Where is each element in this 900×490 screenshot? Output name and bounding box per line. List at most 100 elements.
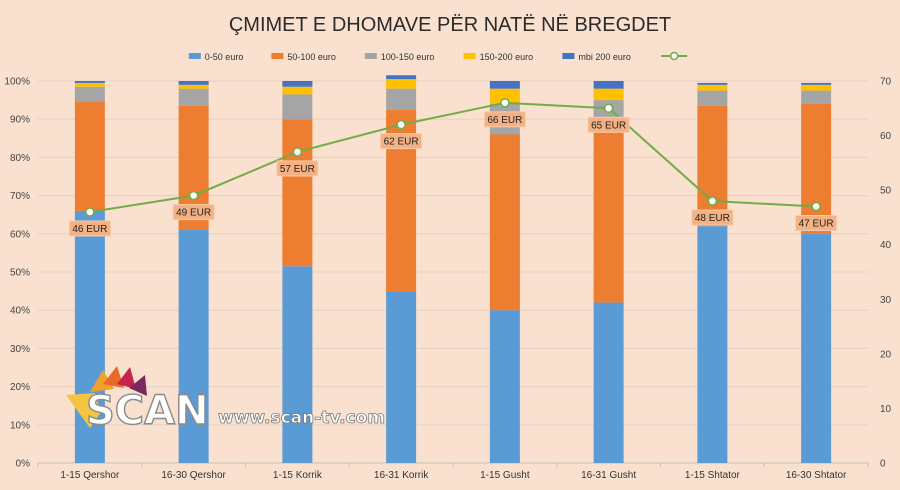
y-right-tick-label: 20 xyxy=(880,349,892,360)
x-tick-label: 16-31 Korrik xyxy=(374,470,429,481)
y-right-tick-label: 10 xyxy=(880,404,892,415)
bar-segment-mbi-200-euro xyxy=(386,75,417,80)
gridlines xyxy=(38,80,868,464)
price-label-box xyxy=(691,209,734,226)
price-line-point xyxy=(188,190,199,201)
bar-segment-100-150-euro xyxy=(801,90,832,104)
bar-segment-150-200-euro xyxy=(801,84,832,91)
axes: 0% 10% 20% 30% 40% 50% 60% 70% 80% 90% 100% 0 10 20 30… xyxy=(4,77,891,482)
bar-segment-150-200-euro xyxy=(282,86,313,95)
legend-label: 150-200 euro xyxy=(480,52,534,62)
price-line-point xyxy=(603,103,614,114)
price-label: 66 EUR xyxy=(487,115,522,126)
y-left-tick-label: 90% xyxy=(10,115,30,126)
bar-segment-100-150-euro xyxy=(74,86,105,103)
y-left-tick-label: 60% xyxy=(10,229,30,240)
price-line-point xyxy=(396,119,406,130)
y-left-tick-label: 100% xyxy=(4,77,30,88)
y-left-tick-label: 40% xyxy=(10,306,30,317)
y-left-tick-label: 10% xyxy=(10,420,30,431)
y-right-tick-label: 50 xyxy=(880,186,892,197)
legend-label: 50-100 euro xyxy=(287,52,336,62)
bar-segment-mbi-200-euro xyxy=(697,82,728,85)
x-tick-label: 16-31 Gusht xyxy=(581,470,636,481)
x-tick-label: 16-30 Shtator xyxy=(786,470,847,481)
y-left-tick-label: 0% xyxy=(16,459,31,470)
bar-segment-0-50-euro xyxy=(386,291,417,463)
price-label: 57 EUR xyxy=(280,164,315,175)
y-left-tick-label: 50% xyxy=(10,268,30,279)
price-label-box xyxy=(172,204,215,221)
legend-label: mbi 200 euro xyxy=(578,52,631,62)
y-right-tick-label: 0 xyxy=(880,459,886,470)
price-line-point xyxy=(707,196,718,206)
bar-segment-mbi-200-euro xyxy=(801,82,832,85)
x-tick-label: 16-30 Qershor xyxy=(161,470,226,481)
legend-label: 0-50 euro xyxy=(205,52,244,62)
legend-swatch xyxy=(562,53,575,59)
y-right-tick-label: 60 xyxy=(880,131,892,142)
bar-segment-mbi-200-euro xyxy=(489,81,520,89)
bar-segment-0-50-euro xyxy=(178,229,209,463)
price-line-point xyxy=(292,147,303,157)
bar-segment-100-150-euro xyxy=(178,88,209,106)
price-label: 47 EUR xyxy=(799,219,834,230)
bar-segment-mbi-200-euro xyxy=(593,81,624,89)
legend-swatch xyxy=(188,53,201,59)
y-left-tick-label: 70% xyxy=(10,191,30,202)
bar-segment-150-200-euro xyxy=(489,88,520,104)
bar-segment-0-50-euro xyxy=(697,226,728,463)
price-line: 46 EUR 49 EUR 57 EUR 62 EUR 66 EUR 65 EUR 48 E… xyxy=(68,98,838,237)
bar-segment-mbi-200-euro xyxy=(282,81,313,87)
price-label: 49 EUR xyxy=(176,208,211,219)
price-label: 48 EUR xyxy=(695,213,730,224)
bar-segment-50-100-euro xyxy=(282,119,313,267)
bar-segment-50-100-euro xyxy=(74,102,105,211)
bar-segment-mbi-200-euro xyxy=(178,81,209,85)
x-tick-label: 1-15 Gusht xyxy=(480,470,530,481)
bar-segment-0-50-euro xyxy=(593,302,624,463)
bar-segment-0-50-euro xyxy=(282,266,313,463)
price-label-box xyxy=(276,160,319,177)
price-label: 62 EUR xyxy=(384,137,419,148)
x-tick-label: 1-15 Korrik xyxy=(273,470,323,481)
bar-segment-150-200-euro xyxy=(697,84,728,91)
bar-segment-50-100-euro xyxy=(697,105,728,227)
logo-leaf-icon xyxy=(66,393,101,428)
scan-watermark: SCAN www.scan-tv.com xyxy=(66,366,385,435)
price-label-box xyxy=(795,215,838,232)
price-label-box xyxy=(587,116,630,133)
chart-title: ÇMIMET E DHOMAVE PËR NATË NË BREGDET xyxy=(229,14,671,36)
bar-segment-50-100-euro xyxy=(801,103,832,234)
logo-leaf-icon xyxy=(129,375,147,396)
bar-segment-50-100-euro xyxy=(593,117,624,303)
bar-segment-150-200-euro xyxy=(593,88,624,101)
price-line-point xyxy=(85,207,95,217)
legend-swatch xyxy=(271,53,284,59)
bar-segment-0-50-euro xyxy=(801,233,832,463)
logo-leaf-icon xyxy=(117,367,136,389)
price-line-point xyxy=(500,98,510,108)
price-label: 46 EUR xyxy=(72,224,107,235)
x-tick-label: 1-15 Qershor xyxy=(60,470,120,481)
legend-line-marker xyxy=(669,51,679,61)
logo-leaf-icon xyxy=(90,370,114,392)
y-left-tick-label: 20% xyxy=(10,382,30,393)
price-label: 65 EUR xyxy=(591,120,626,131)
legend-label: 100-150 euro xyxy=(381,52,435,62)
y-right-tick-label: 30 xyxy=(880,295,892,306)
bar-segment-150-200-euro xyxy=(386,79,417,89)
watermark-brand: SCAN xyxy=(86,388,209,434)
price-line-point xyxy=(811,201,821,212)
x-tick-label: 1-15 Shtator xyxy=(685,470,741,481)
legend-swatch xyxy=(364,53,377,59)
price-label-box xyxy=(380,133,423,150)
legend-swatch xyxy=(463,53,476,59)
price-line-path xyxy=(89,101,817,213)
y-left-tick-label: 80% xyxy=(10,153,30,164)
bar-segment-0-50-euro xyxy=(489,310,520,463)
price-label-box xyxy=(68,220,111,237)
y-right-tick-label: 70 xyxy=(880,77,892,88)
